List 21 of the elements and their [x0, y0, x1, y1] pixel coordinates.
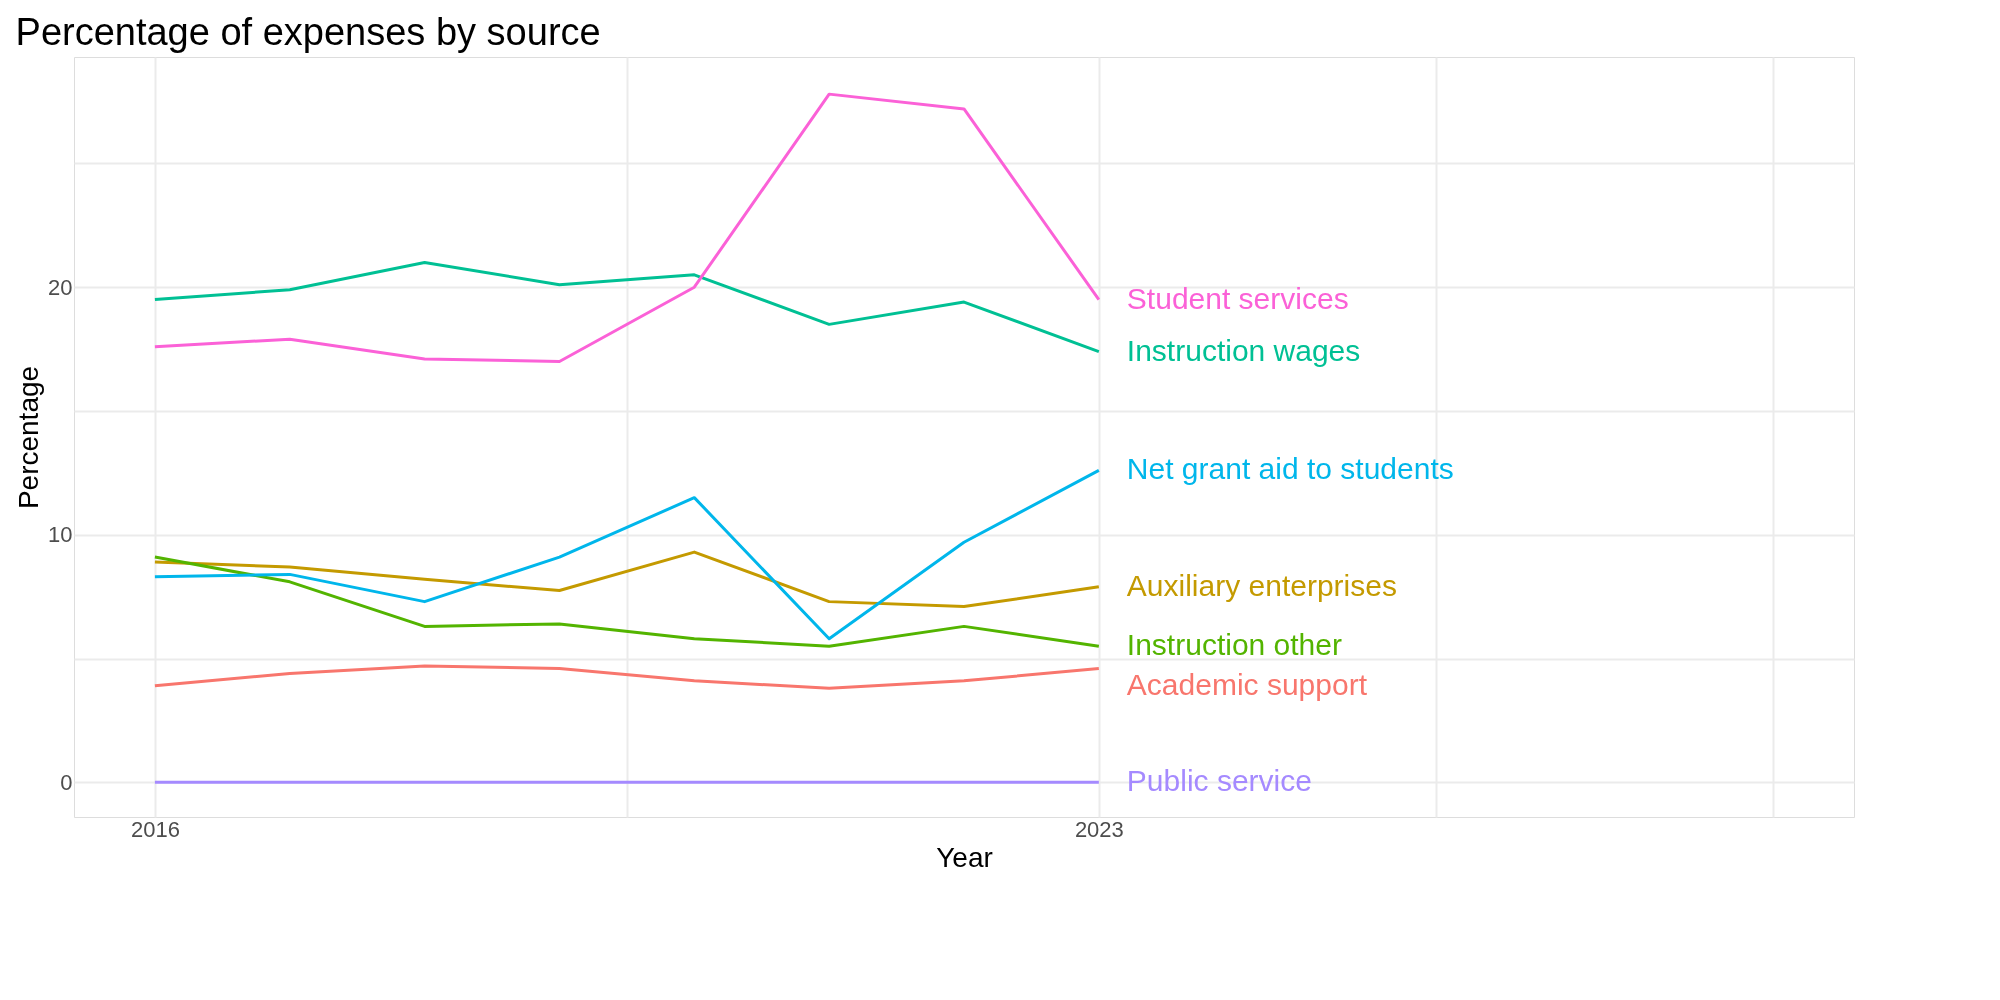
series-label: Academic support: [1126, 668, 1368, 702]
y-axis-title: Percentage: [13, 365, 45, 510]
x-axis-title: Year: [936, 841, 993, 873]
series-label: Instruction other: [1126, 628, 1342, 662]
series-label: Public service: [1126, 764, 1312, 798]
line-series: [153, 468, 1101, 641]
y-tick-label: 20: [48, 274, 73, 300]
series-label: Net grant aid to students: [1126, 452, 1454, 486]
line-series: [153, 664, 1101, 690]
y-tick-label: 0: [60, 769, 73, 795]
x-tick-label: 2016: [130, 816, 180, 842]
line-series: [153, 92, 1101, 363]
series-label: Student services: [1126, 281, 1349, 315]
line-series: [153, 555, 1101, 648]
chart-title: Percentage of expenses by source: [15, 11, 601, 53]
series-label: Auxiliary enterprises: [1126, 568, 1397, 602]
line-series: [153, 550, 1101, 609]
y-tick-label: 10: [48, 522, 73, 548]
x-tick-label: 2023: [1074, 816, 1124, 842]
series-label: Instruction wages: [1126, 333, 1361, 367]
line-series: [153, 260, 1101, 354]
